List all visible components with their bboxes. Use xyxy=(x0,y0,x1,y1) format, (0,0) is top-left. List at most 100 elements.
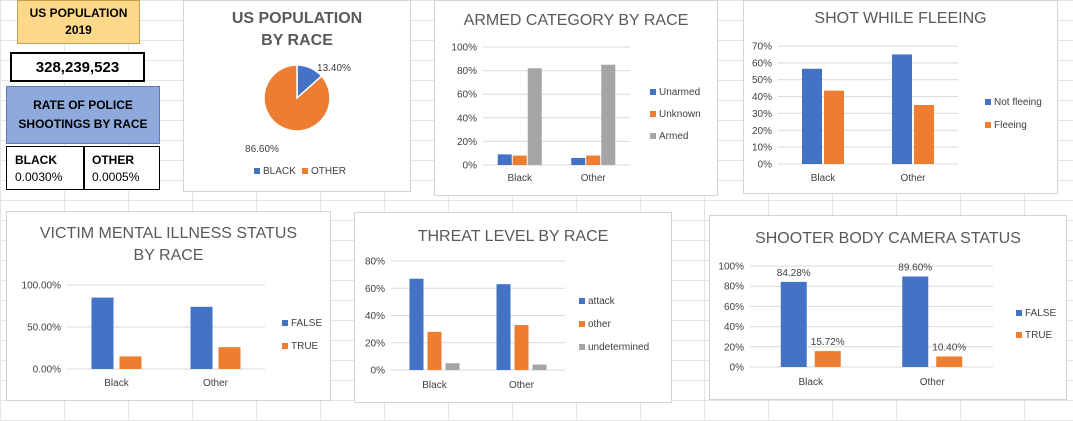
y-tick-label: 40% xyxy=(457,113,477,124)
bar-black-true xyxy=(814,351,841,367)
legend-label: other xyxy=(588,319,611,330)
bar-other-true xyxy=(218,347,241,369)
legend-label: Fleeing xyxy=(994,120,1027,131)
legend-label: FALSE xyxy=(1025,308,1056,319)
y-tick-label: 0% xyxy=(730,363,745,374)
legend-label: OTHER xyxy=(311,166,346,177)
x-tick-label: Other xyxy=(509,380,535,391)
y-tick-label: 20% xyxy=(724,342,744,353)
y-tick-label: 0% xyxy=(758,160,773,171)
chart-title: SHOOTER BODY CAMERA STATUS xyxy=(755,230,1021,247)
y-tick-label: 40% xyxy=(752,92,772,103)
y-tick-label: 50.00% xyxy=(27,323,61,334)
us-population-chart: US POPULATION BY RACE 13.40% 86.60% BLACK O… xyxy=(183,0,411,192)
legend-label: Armed xyxy=(659,131,688,142)
bar-black-unarmed xyxy=(497,154,512,165)
chart-title-line-2: BY RACE xyxy=(133,247,204,264)
y-tick-label: 40% xyxy=(365,311,385,322)
us-population-value: 328,239,523 xyxy=(35,58,120,76)
x-tick-label: Black xyxy=(799,377,824,388)
y-tick-label: 100% xyxy=(718,262,744,273)
bar-other-attack xyxy=(496,284,511,370)
y-tick-label: 10% xyxy=(752,143,772,154)
x-tick-label: Black xyxy=(104,378,129,389)
legend-swatch xyxy=(282,320,288,326)
y-tick-label: 80% xyxy=(724,282,744,293)
bar-other-unarmed xyxy=(571,157,586,165)
y-tick-label: 100.00% xyxy=(22,281,62,292)
y-tick-label: 0% xyxy=(463,161,478,172)
legend-label: TRUE xyxy=(291,341,319,352)
legend-label: Not fleeing xyxy=(994,97,1042,108)
legend-swatch xyxy=(650,111,656,117)
y-tick-label: 20% xyxy=(457,137,477,148)
other-rate-value: 0.0005% xyxy=(92,170,140,184)
legend-swatch xyxy=(650,133,656,139)
bar-svg: 0.00% 50.00% 100.00% Black Other FALSE TRUE xyxy=(22,281,323,390)
body-camera-chart: SHOOTER BODY CAMERA STATUS 0% 20% 40% 60% 80… xyxy=(709,215,1067,400)
mental-illness-chart: VICTIM MENTAL ILLNESS STATUS BY RACE 0.0… xyxy=(6,211,331,401)
data-label: 10.40% xyxy=(932,342,966,353)
bar-other-unknown xyxy=(586,155,601,165)
bar-black-fleeing xyxy=(824,90,844,164)
legend-swatch xyxy=(650,89,656,95)
bar-black-true xyxy=(119,356,142,369)
black-rate-cell: BLACK 0.0030% xyxy=(6,146,84,190)
y-tick-label: 50% xyxy=(752,75,772,86)
x-tick-label: Black xyxy=(508,173,533,184)
armed-category-chart: ARMED CATEGORY BY RACE 0% 20% 40% 60% 80% 100… xyxy=(434,0,718,196)
bar-other-false xyxy=(190,306,213,369)
pie-slice-other xyxy=(263,64,331,132)
bar-other-other xyxy=(514,325,529,370)
rate-title-cell: RATE OF POLICE SHOOTINGS BY RACE xyxy=(6,86,160,144)
x-tick-label: Black xyxy=(422,380,447,391)
data-label: 15.72% xyxy=(811,337,845,348)
us-population-title-cell: US POPULATION 2019 xyxy=(17,0,140,44)
legend-label: Unarmed xyxy=(659,87,700,98)
bar-other-armed xyxy=(601,64,616,165)
x-tick-label: Other xyxy=(920,377,946,388)
rate-title: RATE OF POLICE SHOOTINGS BY RACE xyxy=(18,98,148,131)
y-tick-label: 40% xyxy=(724,322,744,333)
black-rate-value: 0.0030% xyxy=(15,170,63,184)
legend-swatch xyxy=(579,321,585,327)
legend-swatch xyxy=(985,122,991,128)
bar-svg: 0% 20% 40% 60% 80% Black Other attack other undet… xyxy=(365,257,649,392)
x-tick-label: Black xyxy=(811,173,836,184)
legend-swatch xyxy=(985,99,991,105)
bar-svg: 0% 20% 40% 60% 80% 100% 84.28% 15.72% Black 89.60… xyxy=(718,262,1056,389)
bar-black-undetermined xyxy=(445,363,460,370)
bar-other-false xyxy=(902,276,929,367)
y-tick-label: 60% xyxy=(752,58,772,69)
legend-swatch xyxy=(302,168,308,174)
chart-title: ARMED CATEGORY BY RACE xyxy=(463,12,689,29)
threat-level-chart: THREAT LEVEL BY RACE 0% 20% 40% 60% 80% Black… xyxy=(354,212,672,403)
other-rate-label: OTHER xyxy=(92,153,134,167)
bar-black-false xyxy=(780,281,807,367)
chart-title: THREAT LEVEL BY RACE xyxy=(417,228,609,245)
bar-other-not-fleeing xyxy=(892,54,912,164)
bar-black-other xyxy=(427,331,442,370)
y-tick-label: 70% xyxy=(752,42,772,53)
y-tick-label: 80% xyxy=(365,257,385,268)
chart-title: VICTIM MENTAL ILLNESS STATUS BY RACE xyxy=(7,223,330,267)
legend-swatch xyxy=(579,298,585,304)
y-tick-label: 60% xyxy=(457,90,477,101)
bar-black-false xyxy=(91,297,114,369)
bar-other-true xyxy=(936,356,963,367)
legend-swatch xyxy=(254,168,260,174)
chart-title-line-1: VICTIM MENTAL ILLNESS STATUS xyxy=(39,225,298,242)
legend-label: attack xyxy=(588,296,616,307)
data-label: 13.40% xyxy=(317,63,351,74)
y-tick-label: 20% xyxy=(365,338,385,349)
y-tick-label: 30% xyxy=(752,109,772,120)
y-tick-label: 60% xyxy=(365,284,385,295)
bar-svg: 0% 20% 40% 60% 80% 100% Black Other Unarmed Unkno… xyxy=(451,43,700,185)
other-rate-cell: OTHER 0.0005% xyxy=(84,146,160,190)
legend-swatch xyxy=(1016,332,1022,338)
data-label: 84.28% xyxy=(777,268,811,279)
black-rate-label: BLACK xyxy=(15,153,57,167)
y-tick-label: 0.00% xyxy=(33,365,61,376)
us-population-title: US POPULATION 2019 xyxy=(29,6,128,37)
y-tick-label: 0% xyxy=(371,366,386,377)
